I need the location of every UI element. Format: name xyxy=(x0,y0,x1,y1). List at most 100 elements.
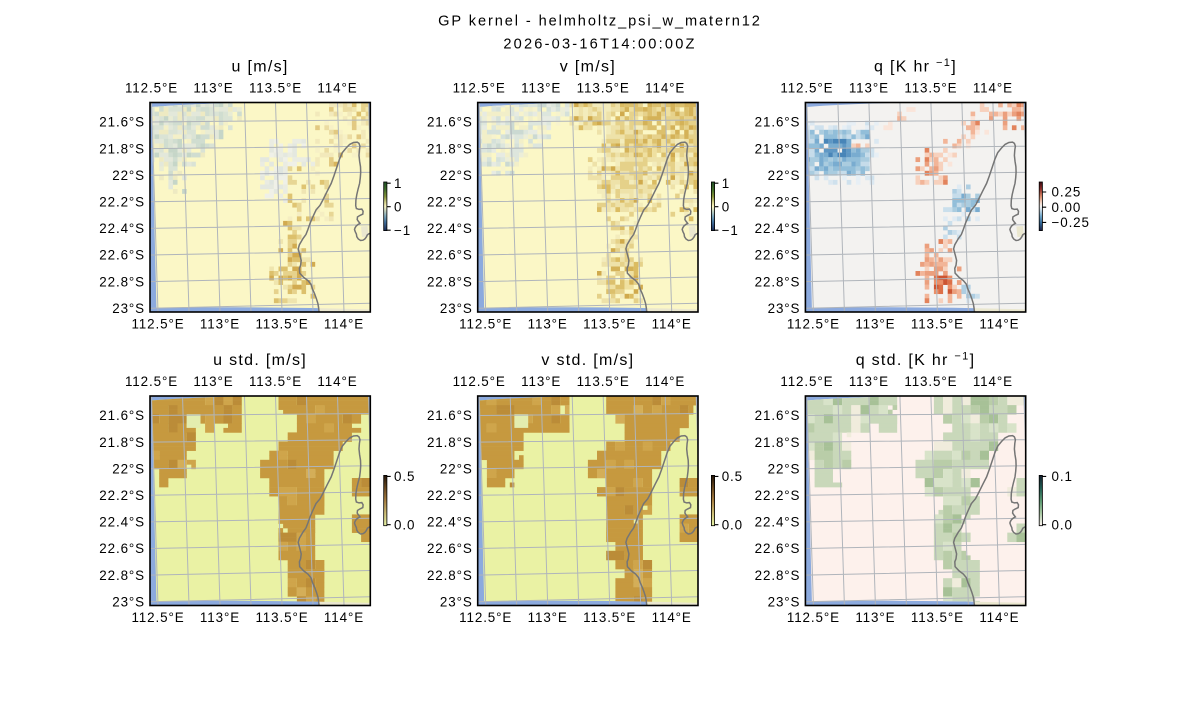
svg-text:0.00: 0.00 xyxy=(1052,200,1082,215)
svg-text:22.6°S: 22.6°S xyxy=(755,248,801,263)
svg-text:113°E: 113°E xyxy=(193,81,233,96)
svg-text:21.6°S: 21.6°S xyxy=(427,408,473,423)
svg-text:113.5°E: 113.5°E xyxy=(911,316,964,331)
svg-text:113.5°E: 113.5°E xyxy=(583,610,636,625)
svg-text:22.2°S: 22.2°S xyxy=(427,488,473,503)
svg-text:22.6°S: 22.6°S xyxy=(427,541,473,556)
svg-text:114°E: 114°E xyxy=(324,316,364,331)
svg-text:22.8°S: 22.8°S xyxy=(99,274,145,289)
svg-text:21.8°S: 21.8°S xyxy=(427,435,473,450)
svg-text:23°S: 23°S xyxy=(112,594,145,609)
svg-text:113.5°E: 113.5°E xyxy=(904,374,957,389)
svg-text:113°E: 113°E xyxy=(528,610,568,625)
svg-text:23°S: 23°S xyxy=(112,301,145,316)
svg-text:112.5°E: 112.5°E xyxy=(125,81,178,96)
svg-text:23°S: 23°S xyxy=(768,594,801,609)
svg-text:22.6°S: 22.6°S xyxy=(427,248,473,263)
svg-text:114°E: 114°E xyxy=(973,374,1013,389)
svg-text:112.5°E: 112.5°E xyxy=(131,316,184,331)
svg-text:0.0: 0.0 xyxy=(1052,517,1073,532)
svg-text:−0.25: −0.25 xyxy=(1052,215,1090,230)
svg-text:112.5°E: 112.5°E xyxy=(453,374,506,389)
svg-text:22°S: 22°S xyxy=(112,461,145,476)
svg-text:2026-03-16T14:00:00Z: 2026-03-16T14:00:00Z xyxy=(503,37,696,53)
svg-text:113.5°E: 113.5°E xyxy=(577,81,630,96)
svg-text:22.4°S: 22.4°S xyxy=(755,515,801,530)
svg-text:113.5°E: 113.5°E xyxy=(255,316,308,331)
svg-text:22.4°S: 22.4°S xyxy=(755,221,801,236)
svg-text:22.4°S: 22.4°S xyxy=(427,221,473,236)
svg-text:22.4°S: 22.4°S xyxy=(427,515,473,530)
svg-text:21.8°S: 21.8°S xyxy=(755,435,801,450)
svg-text:22.4°S: 22.4°S xyxy=(99,221,145,236)
svg-text:113.5°E: 113.5°E xyxy=(583,316,636,331)
svg-text:−1: −1 xyxy=(722,223,739,238)
svg-text:21.6°S: 21.6°S xyxy=(427,115,473,130)
svg-text:u std. [m/s]: u std. [m/s] xyxy=(213,352,307,369)
svg-text:112.5°E: 112.5°E xyxy=(780,81,833,96)
svg-text:22.8°S: 22.8°S xyxy=(427,568,473,583)
svg-text:22.8°S: 22.8°S xyxy=(99,568,145,583)
svg-text:21.6°S: 21.6°S xyxy=(99,115,145,130)
svg-text:22.2°S: 22.2°S xyxy=(755,195,801,210)
svg-text:112.5°E: 112.5°E xyxy=(131,610,184,625)
svg-text:21.8°S: 21.8°S xyxy=(99,141,145,156)
svg-text:21.6°S: 21.6°S xyxy=(755,115,801,130)
svg-text:112.5°E: 112.5°E xyxy=(787,316,840,331)
svg-text:113°E: 113°E xyxy=(849,374,889,389)
svg-text:22.2°S: 22.2°S xyxy=(427,195,473,210)
svg-text:112.5°E: 112.5°E xyxy=(787,610,840,625)
svg-text:21.8°S: 21.8°S xyxy=(99,435,145,450)
svg-text:22.2°S: 22.2°S xyxy=(99,488,145,503)
svg-text:113°E: 113°E xyxy=(855,610,895,625)
svg-text:0.5: 0.5 xyxy=(722,469,743,484)
svg-text:0.5: 0.5 xyxy=(394,469,415,484)
svg-text:23°S: 23°S xyxy=(768,301,801,316)
svg-text:114°E: 114°E xyxy=(317,374,357,389)
svg-text:21.8°S: 21.8°S xyxy=(427,141,473,156)
svg-text:113°E: 113°E xyxy=(521,374,561,389)
svg-text:113°E: 113°E xyxy=(528,316,568,331)
svg-text:112.5°E: 112.5°E xyxy=(125,374,178,389)
svg-text:22°S: 22°S xyxy=(440,461,473,476)
svg-text:23°S: 23°S xyxy=(440,301,473,316)
svg-text:22°S: 22°S xyxy=(440,168,473,183)
svg-text:22.6°S: 22.6°S xyxy=(99,541,145,556)
svg-text:v std. [m/s]: v std. [m/s] xyxy=(541,352,634,369)
svg-text:113°E: 113°E xyxy=(849,81,889,96)
svg-text:113.5°E: 113.5°E xyxy=(249,81,302,96)
svg-text:0.1: 0.1 xyxy=(1052,469,1073,484)
svg-text:114°E: 114°E xyxy=(652,316,692,331)
svg-text:114°E: 114°E xyxy=(979,316,1019,331)
svg-text:113°E: 113°E xyxy=(521,81,561,96)
svg-text:0.0: 0.0 xyxy=(394,517,415,532)
svg-text:22.6°S: 22.6°S xyxy=(755,541,801,556)
svg-text:22.6°S: 22.6°S xyxy=(99,248,145,263)
svg-text:22.8°S: 22.8°S xyxy=(427,274,473,289)
svg-text:q std. [K hr −1]: q std. [K hr −1] xyxy=(856,351,976,370)
svg-text:113.5°E: 113.5°E xyxy=(249,374,302,389)
svg-text:113.5°E: 113.5°E xyxy=(911,610,964,625)
svg-text:u [m/s]: u [m/s] xyxy=(232,59,289,76)
svg-text:113°E: 113°E xyxy=(200,316,240,331)
svg-text:112.5°E: 112.5°E xyxy=(780,374,833,389)
svg-text:0.25: 0.25 xyxy=(1052,185,1082,200)
svg-text:GP kernel - helmholtz_psi_w_ma: GP kernel - helmholtz_psi_w_matern12 xyxy=(438,14,762,30)
svg-text:22.8°S: 22.8°S xyxy=(755,568,801,583)
svg-text:q [K hr −1]: q [K hr −1] xyxy=(874,57,957,76)
svg-text:21.6°S: 21.6°S xyxy=(99,408,145,423)
svg-text:22.2°S: 22.2°S xyxy=(99,195,145,210)
svg-text:22.2°S: 22.2°S xyxy=(755,488,801,503)
svg-text:113°E: 113°E xyxy=(193,374,233,389)
svg-text:113.5°E: 113.5°E xyxy=(904,81,957,96)
svg-text:22.8°S: 22.8°S xyxy=(755,274,801,289)
svg-text:23°S: 23°S xyxy=(440,594,473,609)
svg-text:0: 0 xyxy=(394,199,402,214)
svg-text:22°S: 22°S xyxy=(768,168,801,183)
svg-text:114°E: 114°E xyxy=(317,81,357,96)
svg-text:21.8°S: 21.8°S xyxy=(755,141,801,156)
svg-text:113°E: 113°E xyxy=(200,610,240,625)
svg-text:112.5°E: 112.5°E xyxy=(459,316,512,331)
svg-text:0.0: 0.0 xyxy=(722,517,743,532)
svg-text:114°E: 114°E xyxy=(979,610,1019,625)
